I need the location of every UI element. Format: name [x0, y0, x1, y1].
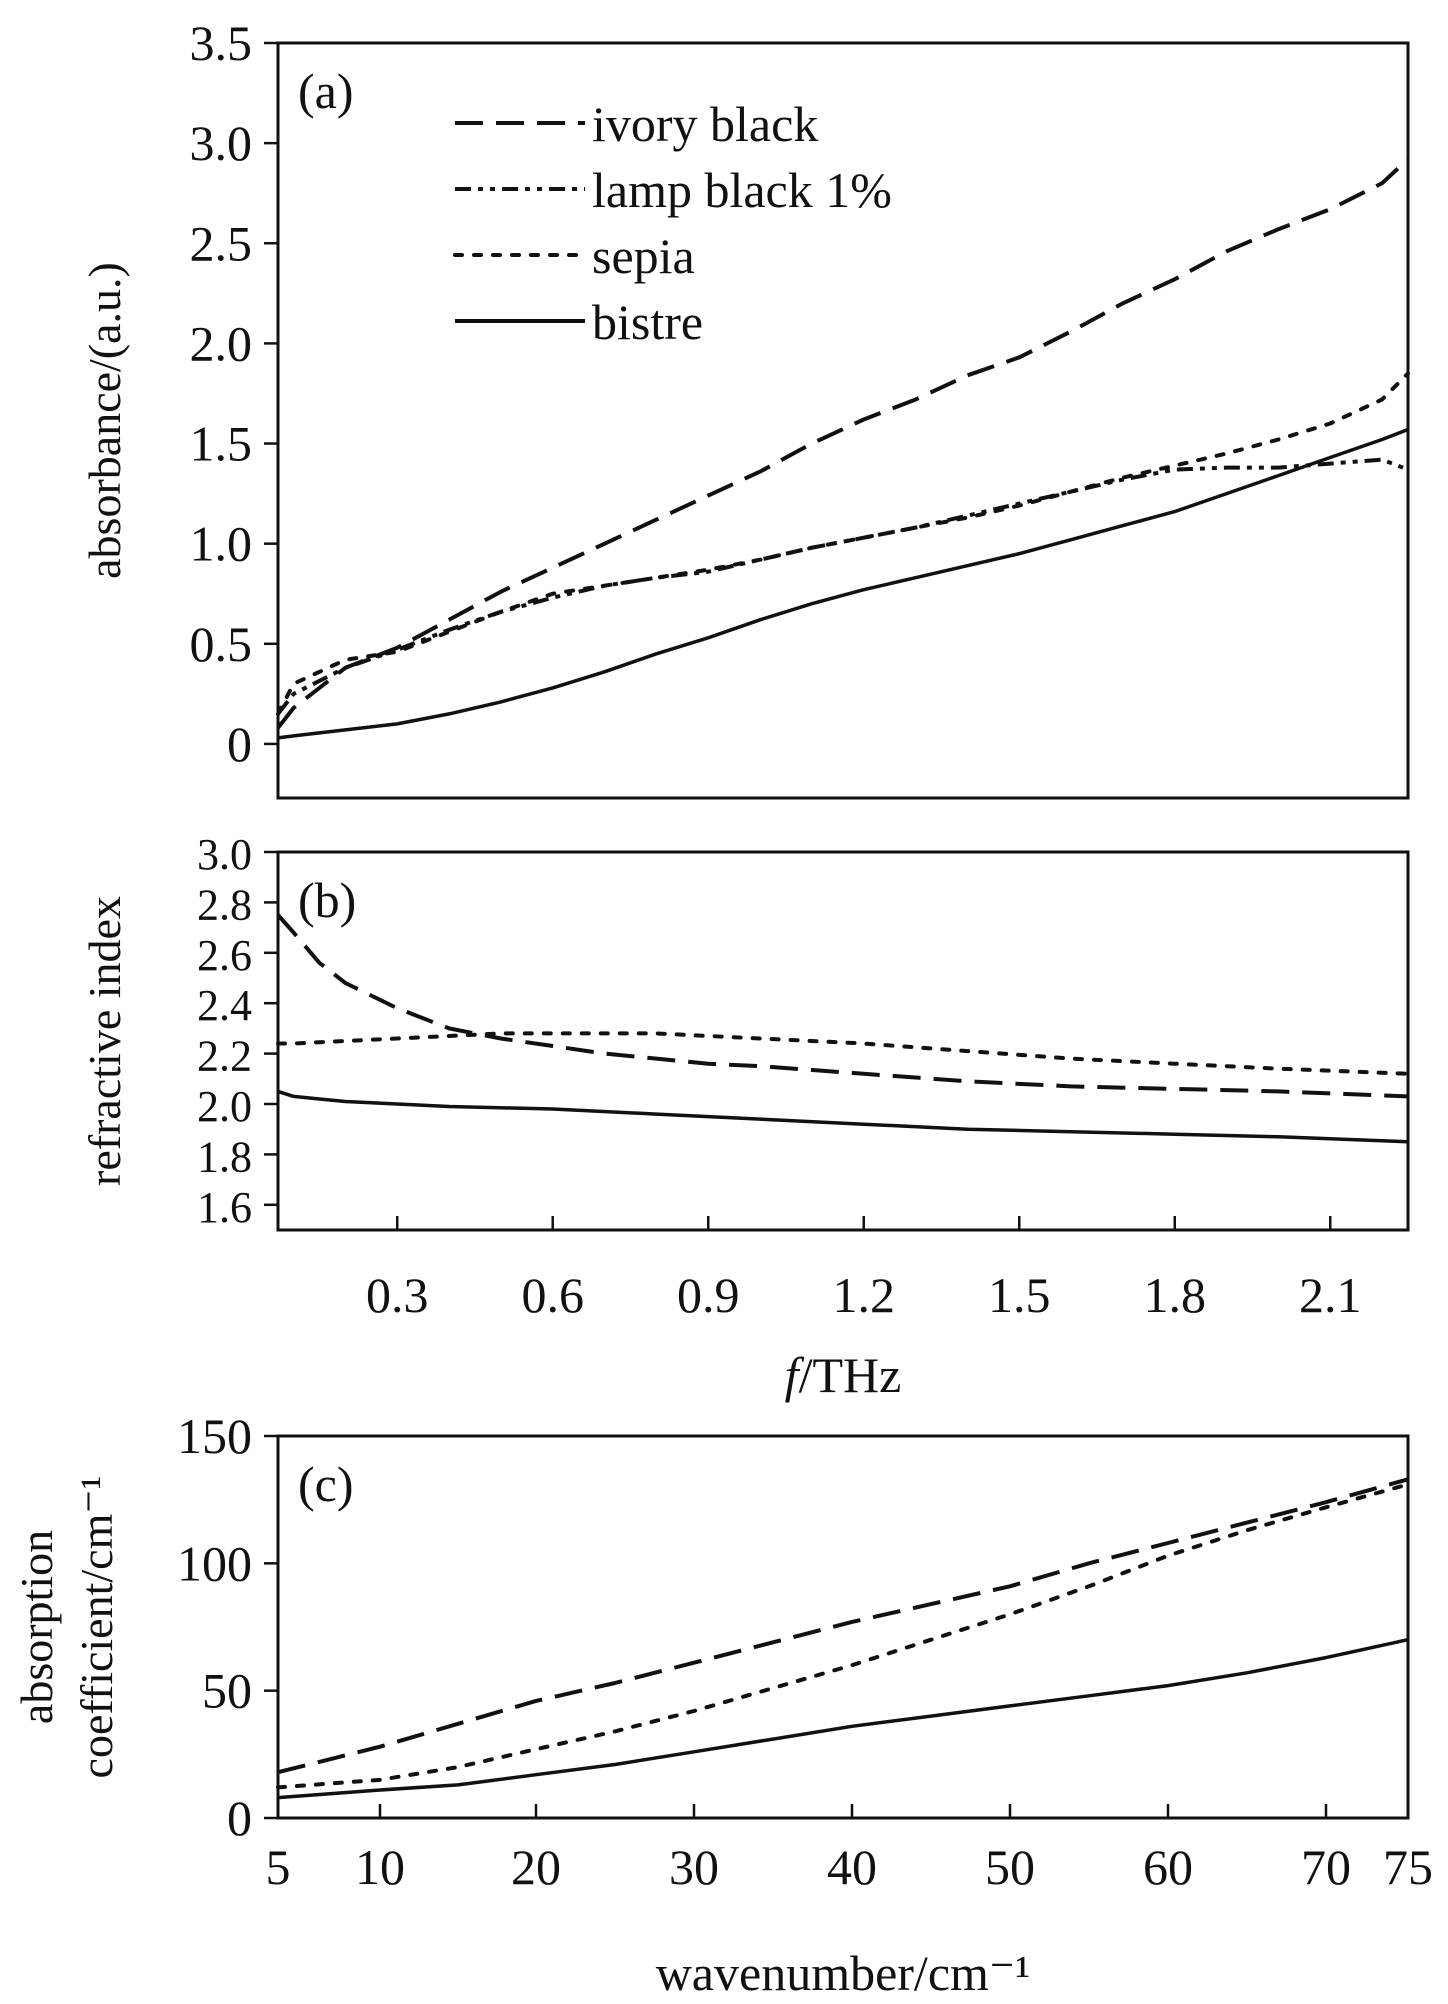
x-tick-label: 0.6 — [521, 1267, 584, 1323]
y-tick-label: 1.5 — [190, 416, 253, 472]
x-tick-label: 30 — [669, 1839, 719, 1895]
panel-c: (c) 0 50 100 150 5 10 20 30 40 50 60 70 75 absorption c… — [11, 1408, 1433, 2001]
panel-b: (b)1.61.82.02.22.42.62.83.00.3 0.6 0.9 1.2 1… — [79, 830, 1410, 1403]
x-axis-label: f/THz — [785, 1347, 902, 1403]
plot-frame — [276, 41, 1410, 800]
y-tick-label: 2.6 — [197, 931, 252, 980]
legend-label-lamp-black-1: lamp black 1% — [592, 162, 892, 218]
x-tick-label: 70 — [1301, 1839, 1351, 1895]
series-sepia — [276, 1031, 1410, 1076]
x-tick-label: 60 — [1143, 1839, 1193, 1895]
legend-label-bistre: bistre — [592, 294, 703, 350]
legend-label-ivory-black: ivory black — [592, 96, 818, 152]
x-tick-label: 75 — [1383, 1839, 1433, 1895]
legend: ivory black lamp black 1% sepia bistre — [453, 96, 892, 350]
series-bistre — [277, 1637, 1409, 1800]
x-tick-label: 1.8 — [1143, 1267, 1206, 1323]
series-bistre — [277, 1089, 1409, 1144]
panel-a: (a) 0 0.5 1.0 1.5 2.0 2.5 3.0 3.5 absorbance/(a.u… — [79, 15, 1410, 800]
y-tick-label: 2.0 — [197, 1082, 252, 1131]
y-tick-label: 1.8 — [197, 1132, 252, 1181]
panel-label: (a) — [298, 63, 354, 119]
y-tick-label: 0 — [227, 716, 252, 772]
series-sepia — [276, 1482, 1410, 1790]
y-tick-label: 1.6 — [197, 1183, 252, 1232]
y-tick-label: 0 — [227, 1790, 252, 1846]
x-tick-label: 2.1 — [1299, 1267, 1362, 1323]
series-ivory-black — [277, 1477, 1409, 1775]
y-tick-label: 100 — [177, 1535, 252, 1591]
y-tick-label: 3.0 — [197, 830, 252, 879]
y-axis-label: absorbance/(a.u.) — [79, 262, 130, 579]
y-tick-label: 2.4 — [197, 981, 252, 1030]
y-tick-label: 150 — [177, 1408, 252, 1464]
series-ivory-black — [276, 913, 1409, 1099]
x-axis-label: wavenumber/cm⁻¹ — [656, 1945, 1031, 2001]
y-tick-label: 0.5 — [190, 616, 253, 672]
plot-frame — [276, 850, 1410, 1232]
legend-label-sepia: sepia — [592, 228, 695, 284]
x-tick-label: 1.5 — [988, 1267, 1051, 1323]
y-tick-label: 2.5 — [190, 215, 253, 271]
series-sepia — [276, 371, 1410, 716]
x-tick-label: 1.2 — [832, 1267, 895, 1323]
series-ivory-black — [276, 157, 1410, 730]
y-tick-label: 1.0 — [190, 516, 253, 572]
plot-frame — [276, 1434, 1410, 1820]
y-axis-label: absorption — [11, 1530, 62, 1724]
y-tick-label: 3.5 — [190, 15, 253, 71]
y-axis-label: coefficient/cm⁻¹ — [71, 1476, 122, 1779]
x-tick-label: 5 — [266, 1839, 291, 1895]
x-tick-label: 20 — [511, 1839, 561, 1895]
panel-label: (b) — [298, 872, 356, 928]
x-tick-label: 10 — [355, 1839, 405, 1895]
x-tick-label: 0.9 — [677, 1267, 740, 1323]
y-tick-label: 2.0 — [190, 315, 253, 371]
panel-label: (c) — [298, 1456, 354, 1512]
y-tick-label: 2.2 — [197, 1032, 252, 1081]
x-tick-label: 50 — [985, 1839, 1035, 1895]
x-tick-label: 40 — [827, 1839, 877, 1895]
y-tick-label: 50 — [202, 1663, 252, 1719]
series-lamp-black-1 — [276, 457, 1409, 716]
series-bistre — [277, 427, 1409, 740]
y-axis-label: refractive index — [79, 896, 130, 1186]
y-tick-label: 3.0 — [190, 115, 253, 171]
y-tick-label: 2.8 — [197, 880, 252, 929]
x-tick-label: 0.3 — [366, 1267, 429, 1323]
